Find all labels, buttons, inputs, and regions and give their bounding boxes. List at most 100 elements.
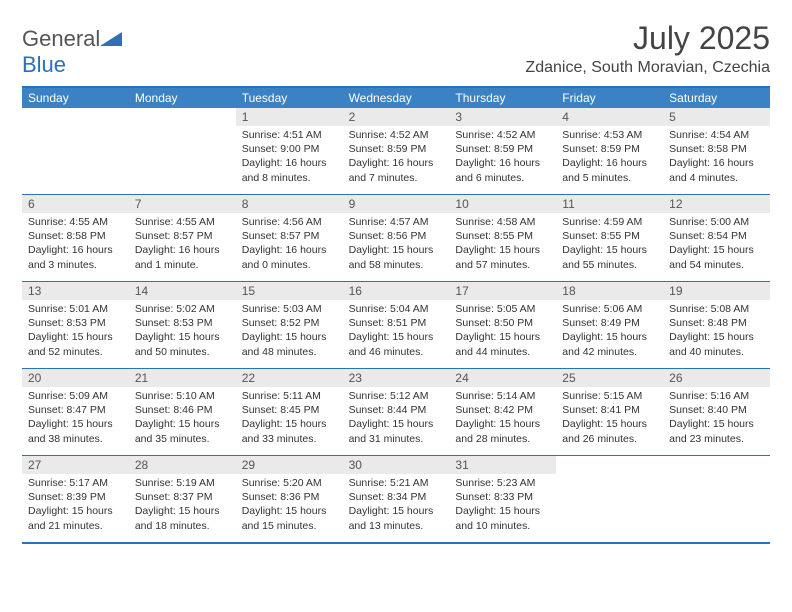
- day-info: Sunrise: 5:15 AMSunset: 8:41 PMDaylight:…: [556, 387, 663, 450]
- location: Zdanice, South Moravian, Czechia: [525, 59, 770, 77]
- day-number: 18: [556, 282, 663, 300]
- day-number: 13: [22, 282, 129, 300]
- day-info: Sunrise: 5:02 AMSunset: 8:53 PMDaylight:…: [129, 300, 236, 363]
- day-info: Sunrise: 4:57 AMSunset: 8:56 PMDaylight:…: [343, 213, 450, 276]
- calendar-cell: 23Sunrise: 5:12 AMSunset: 8:44 PMDayligh…: [343, 369, 450, 455]
- day-header-cell: Monday: [129, 88, 236, 108]
- day-info: Sunrise: 5:05 AMSunset: 8:50 PMDaylight:…: [449, 300, 556, 363]
- day-info: Sunrise: 5:23 AMSunset: 8:33 PMDaylight:…: [449, 474, 556, 537]
- calendar-cell: 8Sunrise: 4:56 AMSunset: 8:57 PMDaylight…: [236, 195, 343, 281]
- calendar-cell: 5Sunrise: 4:54 AMSunset: 8:58 PMDaylight…: [663, 108, 770, 194]
- day-number: 9: [343, 195, 450, 213]
- day-number: 23: [343, 369, 450, 387]
- calendar-week: 1Sunrise: 4:51 AMSunset: 9:00 PMDaylight…: [22, 108, 770, 194]
- calendar-body: 1Sunrise: 4:51 AMSunset: 9:00 PMDaylight…: [22, 108, 770, 542]
- calendar-cell: 6Sunrise: 4:55 AMSunset: 8:58 PMDaylight…: [22, 195, 129, 281]
- month-title: July 2025: [525, 20, 770, 57]
- calendar-cell: 31Sunrise: 5:23 AMSunset: 8:33 PMDayligh…: [449, 456, 556, 542]
- day-info: Sunrise: 4:58 AMSunset: 8:55 PMDaylight:…: [449, 213, 556, 276]
- day-info: Sunrise: 5:09 AMSunset: 8:47 PMDaylight:…: [22, 387, 129, 450]
- day-info: Sunrise: 5:19 AMSunset: 8:37 PMDaylight:…: [129, 474, 236, 537]
- day-number: 12: [663, 195, 770, 213]
- day-header-cell: Sunday: [22, 88, 129, 108]
- day-info: Sunrise: 4:59 AMSunset: 8:55 PMDaylight:…: [556, 213, 663, 276]
- day-info: Sunrise: 5:11 AMSunset: 8:45 PMDaylight:…: [236, 387, 343, 450]
- day-info: Sunrise: 5:03 AMSunset: 8:52 PMDaylight:…: [236, 300, 343, 363]
- calendar-cell: 9Sunrise: 4:57 AMSunset: 8:56 PMDaylight…: [343, 195, 450, 281]
- day-info: Sunrise: 4:52 AMSunset: 8:59 PMDaylight:…: [449, 126, 556, 189]
- day-number: 10: [449, 195, 556, 213]
- calendar-cell: 27Sunrise: 5:17 AMSunset: 8:39 PMDayligh…: [22, 456, 129, 542]
- calendar-cell: 25Sunrise: 5:15 AMSunset: 8:41 PMDayligh…: [556, 369, 663, 455]
- calendar-cell: 17Sunrise: 5:05 AMSunset: 8:50 PMDayligh…: [449, 282, 556, 368]
- calendar-cell: 12Sunrise: 5:00 AMSunset: 8:54 PMDayligh…: [663, 195, 770, 281]
- day-info: Sunrise: 4:54 AMSunset: 8:58 PMDaylight:…: [663, 126, 770, 189]
- calendar-cell: 15Sunrise: 5:03 AMSunset: 8:52 PMDayligh…: [236, 282, 343, 368]
- calendar-cell: 22Sunrise: 5:11 AMSunset: 8:45 PMDayligh…: [236, 369, 343, 455]
- day-info: Sunrise: 5:01 AMSunset: 8:53 PMDaylight:…: [22, 300, 129, 363]
- header-right: July 2025 Zdanice, South Moravian, Czech…: [525, 20, 770, 77]
- day-number: 22: [236, 369, 343, 387]
- calendar-cell: 28Sunrise: 5:19 AMSunset: 8:37 PMDayligh…: [129, 456, 236, 542]
- day-number: 21: [129, 369, 236, 387]
- day-number: 19: [663, 282, 770, 300]
- calendar-week: 27Sunrise: 5:17 AMSunset: 8:39 PMDayligh…: [22, 455, 770, 542]
- day-number: 8: [236, 195, 343, 213]
- calendar-cell: 13Sunrise: 5:01 AMSunset: 8:53 PMDayligh…: [22, 282, 129, 368]
- day-info: Sunrise: 5:12 AMSunset: 8:44 PMDaylight:…: [343, 387, 450, 450]
- calendar-cell: 7Sunrise: 4:55 AMSunset: 8:57 PMDaylight…: [129, 195, 236, 281]
- calendar-cell: 19Sunrise: 5:08 AMSunset: 8:48 PMDayligh…: [663, 282, 770, 368]
- day-header-cell: Tuesday: [236, 88, 343, 108]
- day-info: Sunrise: 4:55 AMSunset: 8:57 PMDaylight:…: [129, 213, 236, 276]
- day-number: 27: [22, 456, 129, 474]
- day-info: Sunrise: 4:56 AMSunset: 8:57 PMDaylight:…: [236, 213, 343, 276]
- day-number: 4: [556, 108, 663, 126]
- calendar-cell: 18Sunrise: 5:06 AMSunset: 8:49 PMDayligh…: [556, 282, 663, 368]
- calendar-cell: [22, 108, 129, 194]
- day-number: 29: [236, 456, 343, 474]
- day-number: 3: [449, 108, 556, 126]
- calendar-cell: 24Sunrise: 5:14 AMSunset: 8:42 PMDayligh…: [449, 369, 556, 455]
- day-header-cell: Friday: [556, 88, 663, 108]
- day-number: 26: [663, 369, 770, 387]
- calendar-cell: 11Sunrise: 4:59 AMSunset: 8:55 PMDayligh…: [556, 195, 663, 281]
- day-number: 11: [556, 195, 663, 213]
- calendar: SundayMondayTuesdayWednesdayThursdayFrid…: [22, 86, 770, 544]
- day-number: 5: [663, 108, 770, 126]
- header: General Blue July 2025 Zdanice, South Mo…: [22, 20, 770, 78]
- day-number: 24: [449, 369, 556, 387]
- calendar-cell: 2Sunrise: 4:52 AMSunset: 8:59 PMDaylight…: [343, 108, 450, 194]
- day-number: 20: [22, 369, 129, 387]
- day-info: Sunrise: 5:14 AMSunset: 8:42 PMDaylight:…: [449, 387, 556, 450]
- logo-prefix: General: [22, 26, 100, 51]
- day-number: 7: [129, 195, 236, 213]
- day-info: Sunrise: 4:53 AMSunset: 8:59 PMDaylight:…: [556, 126, 663, 189]
- day-info: Sunrise: 4:55 AMSunset: 8:58 PMDaylight:…: [22, 213, 129, 276]
- day-info: Sunrise: 5:00 AMSunset: 8:54 PMDaylight:…: [663, 213, 770, 276]
- day-number: 30: [343, 456, 450, 474]
- calendar-cell: 4Sunrise: 4:53 AMSunset: 8:59 PMDaylight…: [556, 108, 663, 194]
- calendar-cell: 29Sunrise: 5:20 AMSunset: 8:36 PMDayligh…: [236, 456, 343, 542]
- logo-text: General Blue: [22, 26, 122, 78]
- day-info: Sunrise: 5:04 AMSunset: 8:51 PMDaylight:…: [343, 300, 450, 363]
- calendar-cell: 21Sunrise: 5:10 AMSunset: 8:46 PMDayligh…: [129, 369, 236, 455]
- calendar-week: 20Sunrise: 5:09 AMSunset: 8:47 PMDayligh…: [22, 368, 770, 455]
- day-number: 15: [236, 282, 343, 300]
- calendar-cell: 10Sunrise: 4:58 AMSunset: 8:55 PMDayligh…: [449, 195, 556, 281]
- calendar-cell: 1Sunrise: 4:51 AMSunset: 9:00 PMDaylight…: [236, 108, 343, 194]
- day-info: Sunrise: 5:16 AMSunset: 8:40 PMDaylight:…: [663, 387, 770, 450]
- day-number: 14: [129, 282, 236, 300]
- day-info: Sunrise: 5:06 AMSunset: 8:49 PMDaylight:…: [556, 300, 663, 363]
- calendar-cell: 16Sunrise: 5:04 AMSunset: 8:51 PMDayligh…: [343, 282, 450, 368]
- calendar-cell: 3Sunrise: 4:52 AMSunset: 8:59 PMDaylight…: [449, 108, 556, 194]
- day-header-cell: Saturday: [663, 88, 770, 108]
- calendar-cell: [663, 456, 770, 542]
- day-header-row: SundayMondayTuesdayWednesdayThursdayFrid…: [22, 88, 770, 108]
- day-info: Sunrise: 5:08 AMSunset: 8:48 PMDaylight:…: [663, 300, 770, 363]
- calendar-cell: [129, 108, 236, 194]
- day-number: 2: [343, 108, 450, 126]
- logo-suffix: Blue: [22, 52, 66, 77]
- day-number: 6: [22, 195, 129, 213]
- calendar-cell: [556, 456, 663, 542]
- day-number: 1: [236, 108, 343, 126]
